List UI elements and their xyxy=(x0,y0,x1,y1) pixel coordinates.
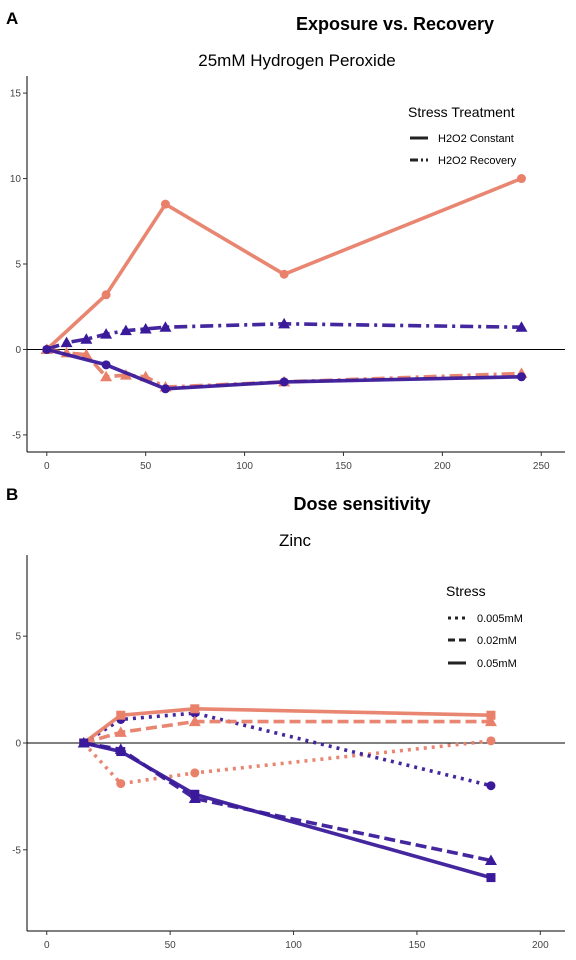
panel-a-legend-title: Stress Treatment xyxy=(408,104,515,120)
series-line-b-4 xyxy=(83,741,492,863)
data-point-b-0-3 xyxy=(486,736,496,746)
data-point-a-1-8 xyxy=(515,321,528,332)
panel-a-legend: Stress Treatment H2O2 Constant H2O2 Reco… xyxy=(408,104,517,167)
data-point-a-1-1 xyxy=(60,336,73,348)
data-point-a-1-4 xyxy=(119,324,132,336)
series-line-b-0 xyxy=(82,739,492,786)
panel-a-letter: A xyxy=(6,9,18,28)
data-point-b-2-1 xyxy=(114,726,127,737)
data-point-b-5-3 xyxy=(486,873,496,883)
legend-b-label-0005: 0.005mM xyxy=(477,613,523,625)
panel-b-letter: B xyxy=(6,485,18,504)
y-tick-label: 10 xyxy=(10,174,22,185)
panel-a-chart-title: 25mM Hydrogen Peroxide xyxy=(198,51,395,70)
y-tick-label: 5 xyxy=(15,260,21,271)
legend-b-label-002: 0.02mM xyxy=(477,635,517,647)
data-point-b-3-3 xyxy=(486,710,496,720)
x-tick-label: 150 xyxy=(335,461,352,472)
series-line-b-3 xyxy=(82,706,492,745)
y-tick-label: -5 xyxy=(12,430,21,441)
data-point-a-3-0 xyxy=(42,344,52,354)
panel-b-chart-title: Zinc xyxy=(279,531,312,550)
panel-b-legend: Stress 0.005mM 0.02mM 0.05mM xyxy=(446,583,523,670)
data-point-a-3-4 xyxy=(516,372,526,382)
data-point-b-1-3 xyxy=(486,781,496,791)
y-tick-label: 5 xyxy=(15,632,21,643)
legend-b-label-005: 0.05mM xyxy=(477,658,517,670)
x-tick-label: 150 xyxy=(409,940,426,951)
legend-a-label-recovery: H2O2 Recovery xyxy=(438,155,517,167)
data-point-b-0-1 xyxy=(116,779,126,789)
data-point-a-3-3 xyxy=(279,377,289,387)
data-point-a-3-2 xyxy=(160,384,170,394)
y-tick-label: -5 xyxy=(12,845,21,856)
data-point-a-0-3 xyxy=(279,269,289,279)
x-tick-label: 250 xyxy=(533,461,550,472)
data-point-b-5-1 xyxy=(116,747,126,757)
panel-b-figure-title: Dose sensitivity xyxy=(293,494,430,514)
y-tick-label: 0 xyxy=(15,739,21,750)
data-point-b-3-2 xyxy=(190,704,200,714)
data-point-b-3-1 xyxy=(116,710,126,720)
x-tick-label: 0 xyxy=(44,940,50,951)
x-tick-label: 100 xyxy=(236,461,253,472)
data-point-b-5-2 xyxy=(190,789,200,799)
x-tick-label: 50 xyxy=(140,461,152,472)
data-point-a-0-1 xyxy=(101,290,111,300)
data-point-a-2-2 xyxy=(80,348,93,360)
series-line-b-5 xyxy=(83,741,492,880)
x-tick-label: 50 xyxy=(165,940,177,951)
data-point-b-2-3 xyxy=(484,715,497,727)
data-point-a-3-1 xyxy=(101,360,111,370)
panel-a-figure-title: Exposure vs. Recovery xyxy=(296,14,494,34)
data-point-b-4-3 xyxy=(484,854,497,865)
legend-a-label-constant: H2O2 Constant xyxy=(438,133,514,145)
series-line-b-1 xyxy=(82,711,492,788)
y-tick-label: 15 xyxy=(10,89,22,100)
data-point-a-0-4 xyxy=(516,174,526,184)
y-tick-label: 0 xyxy=(15,345,21,356)
data-point-b-0-2 xyxy=(190,768,200,778)
series-line-b-2 xyxy=(83,719,491,745)
x-tick-label: 100 xyxy=(285,940,302,951)
x-tick-label: 200 xyxy=(532,940,549,951)
data-point-a-1-5 xyxy=(139,322,152,334)
data-point-a-1-2 xyxy=(80,333,93,344)
data-point-a-1-3 xyxy=(100,328,113,339)
data-point-a-1-7 xyxy=(278,317,291,329)
panel-b-legend-title: Stress xyxy=(446,583,486,599)
data-point-a-0-2 xyxy=(160,199,170,209)
data-point-a-1-6 xyxy=(159,321,172,332)
x-tick-label: 0 xyxy=(44,461,50,472)
data-point-b-2-2 xyxy=(188,715,201,727)
data-point-a-2-3 xyxy=(100,370,113,382)
x-tick-label: 200 xyxy=(434,461,451,472)
data-point-b-5-0 xyxy=(79,738,89,748)
